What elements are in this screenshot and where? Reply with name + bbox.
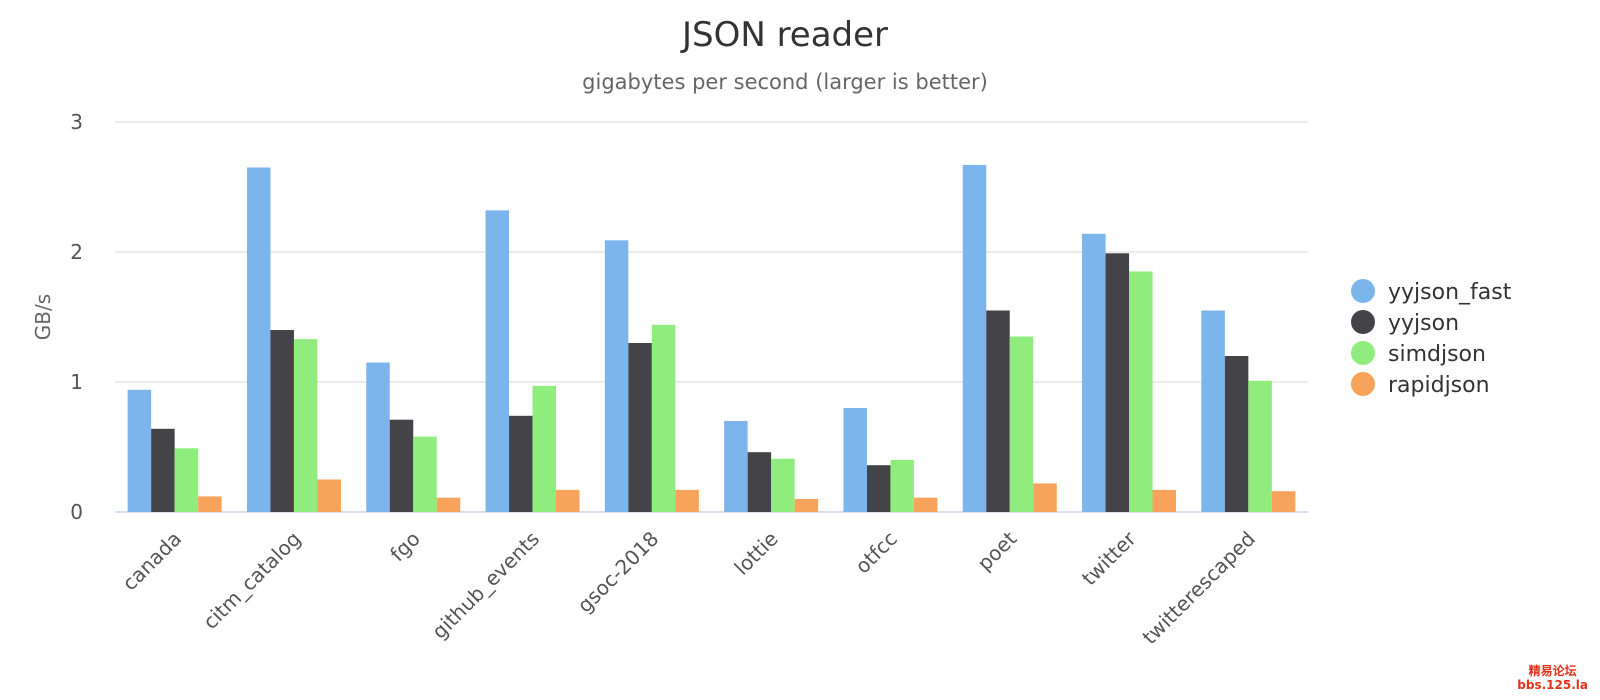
bar-rapidjson-twitter[interactable]	[1152, 489, 1177, 512]
bar-simdjson-twitterescaped[interactable]	[1248, 380, 1272, 512]
bar-rapidjson-poet[interactable]	[1033, 483, 1057, 512]
bar-yyjson_fast-lottie[interactable]	[724, 421, 748, 512]
bar-yyjson_fast-gsoc-2018[interactable]	[604, 240, 629, 513]
bar-yyjson-lottie[interactable]	[747, 452, 772, 512]
y-tick-label: 3	[70, 110, 83, 134]
legend-item-yyjson_fast[interactable]: yyjson_fast	[1351, 279, 1512, 305]
bar-rapidjson-lottie[interactable]	[794, 499, 819, 512]
bar-simdjson-citm_catalog[interactable]	[293, 339, 318, 512]
bar-rapidjson-github_events[interactable]	[556, 489, 580, 512]
bar-simdjson-twitter[interactable]	[1129, 271, 1153, 513]
y-tick-label: 0	[70, 500, 83, 524]
bar-yyjson-gsoc-2018[interactable]	[628, 343, 652, 512]
bar-yyjson-citm_catalog[interactable]	[270, 330, 294, 512]
bar-rapidjson-fgo[interactable]	[436, 497, 461, 512]
x-tick-label: canada	[117, 527, 186, 596]
bar-yyjson_fast-poet[interactable]	[962, 164, 987, 512]
legend-item-rapidjson[interactable]: rapidjson	[1351, 372, 1490, 398]
bar-yyjson_fast-canada[interactable]	[127, 389, 152, 512]
bar-yyjson_fast-twitterescaped[interactable]	[1201, 310, 1225, 513]
chart-subtitle: gigabytes per second (larger is better)	[582, 70, 988, 94]
bar-simdjson-otfcc[interactable]	[890, 460, 914, 512]
bar-yyjson-fgo[interactable]	[389, 419, 414, 512]
bar-yyjson-poet[interactable]	[986, 310, 1010, 513]
bar-rapidjson-canada[interactable]	[198, 496, 222, 512]
x-tick-label: github_events	[427, 527, 544, 644]
x-tick-label: otfcc	[850, 527, 902, 579]
x-axis-ticks: canada citm_catalog fgo github_events gsoc-2…	[117, 526, 1259, 649]
legend-label: yyjson	[1388, 311, 1459, 336]
legend-marker	[1351, 372, 1375, 396]
bar-yyjson-github_events[interactable]	[509, 415, 533, 512]
watermark-line1: 精易论坛	[1528, 664, 1577, 678]
bar-yyjson-twitterescaped[interactable]	[1224, 356, 1249, 512]
bar-yyjson_fast-fgo[interactable]	[366, 362, 390, 513]
legend-label: yyjson_fast	[1388, 280, 1512, 305]
legend-label: simdjson	[1388, 342, 1486, 367]
x-tick-label: lottie	[729, 527, 782, 580]
bar-yyjson_fast-github_events[interactable]	[485, 210, 510, 512]
bar-rapidjson-otfcc[interactable]	[913, 497, 938, 512]
x-tick-label: twitter	[1077, 526, 1141, 590]
legend-item-yyjson[interactable]: yyjson	[1351, 310, 1459, 336]
bar-simdjson-poet[interactable]	[1009, 336, 1034, 513]
bar-yyjson-twitter[interactable]	[1105, 253, 1130, 513]
legend-marker	[1351, 279, 1375, 303]
bar-yyjson_fast-otfcc[interactable]	[843, 408, 867, 512]
watermark-line2: bbs.125.la	[1517, 678, 1588, 692]
bar-simdjson-canada[interactable]	[174, 448, 199, 512]
x-tick-label: poet	[972, 526, 1021, 575]
bars	[127, 164, 1296, 513]
bar-simdjson-lottie[interactable]	[771, 458, 795, 512]
bar-yyjson-canada[interactable]	[151, 428, 175, 512]
y-tick-label: 1	[70, 370, 83, 394]
bar-simdjson-gsoc-2018[interactable]	[651, 324, 676, 512]
bar-rapidjson-twitterescaped[interactable]	[1271, 491, 1296, 512]
x-tick-label: gsoc-2018	[573, 527, 664, 618]
bar-yyjson_fast-citm_catalog[interactable]	[246, 167, 271, 513]
legend-item-simdjson[interactable]: simdjson	[1351, 341, 1486, 367]
legend-marker	[1351, 341, 1375, 365]
bar-simdjson-github_events[interactable]	[532, 385, 557, 512]
y-axis-label: GB/s	[31, 294, 55, 340]
bar-rapidjson-gsoc-2018[interactable]	[675, 489, 699, 512]
bar-simdjson-fgo[interactable]	[413, 436, 437, 512]
legend-marker	[1351, 310, 1375, 334]
chart-title: JSON reader	[680, 15, 888, 55]
bar-rapidjson-citm_catalog[interactable]	[317, 479, 341, 513]
y-tick-label: 2	[70, 240, 83, 264]
x-tick-label: citm_catalog	[198, 527, 305, 634]
x-tick-label: fgo	[385, 527, 425, 567]
legend-label: rapidjson	[1388, 373, 1490, 398]
bar-yyjson_fast-twitter[interactable]	[1082, 233, 1106, 513]
bar-yyjson-otfcc[interactable]	[866, 465, 891, 512]
watermark: 精易论坛 bbs.125.la	[1517, 664, 1588, 692]
x-tick-label: twitterescaped	[1137, 527, 1259, 649]
